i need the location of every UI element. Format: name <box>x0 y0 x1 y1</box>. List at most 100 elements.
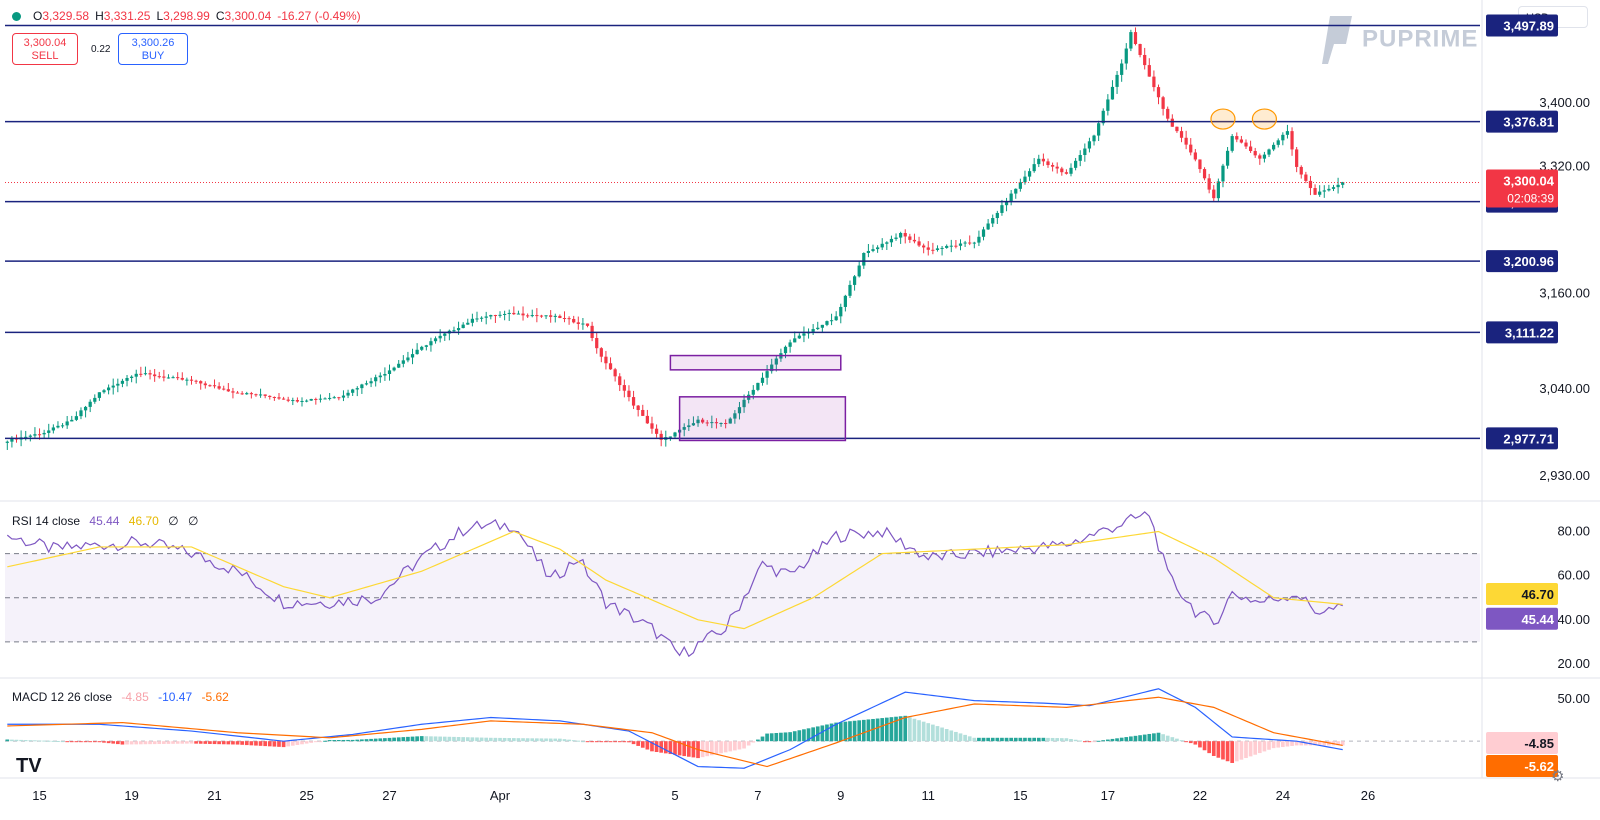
candle-body <box>1041 158 1045 162</box>
current-price-box <box>1486 169 1558 208</box>
macd-histogram-bar <box>493 737 498 742</box>
candle-body <box>1037 158 1041 165</box>
macd-histogram-bar <box>373 738 378 742</box>
candle-body <box>277 397 281 399</box>
candle-body <box>820 324 824 328</box>
candle-body <box>1101 110 1105 124</box>
macd-histogram-bar <box>539 738 544 742</box>
macd-histogram-bar <box>1230 741 1235 763</box>
macd-histogram-bar <box>456 737 461 742</box>
macd-histogram-bar <box>861 719 866 742</box>
candle-body <box>305 400 309 402</box>
buy-button[interactable]: 3,300.26 BUY <box>118 33 188 65</box>
candle-body <box>1331 187 1336 189</box>
level-label: 3,200.96 <box>1503 254 1554 269</box>
macd-histogram-bar <box>1032 737 1037 742</box>
macd-histogram-bar <box>465 737 470 742</box>
candle-body <box>641 409 645 416</box>
candle-body <box>217 386 221 389</box>
candle-body <box>1097 123 1101 136</box>
macd-histogram-bar <box>567 739 571 742</box>
macd-histogram-bar <box>875 718 880 742</box>
macd-histogram-bar <box>1046 737 1050 742</box>
macd-histogram-bar <box>880 718 885 742</box>
macd-histogram-bar <box>940 727 944 742</box>
settings-gear-icon[interactable]: ⚙ <box>1551 768 1565 785</box>
macd-histogram-bar <box>659 741 664 753</box>
candle-body <box>793 338 797 343</box>
supply-zone-rect <box>669 354 842 371</box>
candle-body <box>1281 134 1285 141</box>
candle-body <box>1166 108 1170 119</box>
macd-histogram-bar <box>1280 741 1285 748</box>
macd-histogram-bar <box>28 740 33 742</box>
candle-body <box>1138 44 1142 55</box>
macd-histogram-bar <box>244 741 249 746</box>
level-label: 3,497.89 <box>1503 18 1554 33</box>
macd-histogram-bar <box>120 741 125 745</box>
macd-histogram-bar <box>290 741 295 746</box>
candle-body <box>968 242 972 244</box>
macd-histogram-bar <box>958 733 963 742</box>
macd-histogram-bar <box>1009 737 1013 742</box>
candle-body <box>986 223 990 230</box>
candle-body <box>995 212 999 219</box>
macd-histogram-bar <box>673 741 677 755</box>
macd-histogram-bar <box>139 741 143 745</box>
macd-histogram-bar <box>1069 738 1073 742</box>
candle-body <box>281 398 286 400</box>
rsi-value-tag <box>1486 607 1558 630</box>
macd-histogram-bar <box>1267 741 1271 750</box>
macd-histogram-bar <box>553 738 558 742</box>
macd-histogram-bar <box>1221 741 1225 760</box>
macd-histogram-bar <box>83 741 88 743</box>
candle-body <box>945 245 949 248</box>
candle-body <box>369 381 373 384</box>
macd-histogram-bar <box>686 741 691 757</box>
macd-histogram-bar <box>1041 737 1046 742</box>
candle-body <box>1221 165 1225 182</box>
candle-body <box>1179 131 1184 138</box>
macd-histogram-bar <box>705 741 710 757</box>
macd-histogram-bar <box>645 741 650 750</box>
macd-histogram-bar <box>295 741 300 745</box>
macd-histogram-bar <box>820 725 825 742</box>
macd-histogram-bar <box>79 741 83 743</box>
candle-body <box>268 395 272 397</box>
candle-body <box>834 316 838 321</box>
candle-body <box>899 232 903 238</box>
macd-histogram-bar <box>581 741 585 743</box>
macd-histogram-bar <box>1152 733 1156 742</box>
candle-body <box>608 363 613 370</box>
sell-button[interactable]: 3,300.04 SELL <box>12 33 78 65</box>
candle-body <box>1147 65 1151 77</box>
tradingview-logo: TV <box>16 755 42 777</box>
candle-body <box>650 423 654 429</box>
macd-histogram-bar <box>152 741 157 745</box>
candle-body <box>93 397 97 402</box>
candle-body <box>1014 188 1018 194</box>
macd-histogram-bar <box>1188 741 1193 744</box>
macd-value-tag <box>1486 755 1558 777</box>
macd-histogram-bar <box>631 741 636 745</box>
candle-body <box>816 327 820 330</box>
macd-histogram-bar <box>1119 737 1124 742</box>
macd-histogram-bar <box>10 739 14 742</box>
macd-histogram-bar <box>1023 737 1027 742</box>
macd-histogram-bar <box>1055 738 1060 742</box>
candle-body <box>862 253 866 266</box>
candle-body <box>507 312 511 314</box>
macd-histogram-bar <box>668 741 673 755</box>
macd-histogram-bar <box>590 741 594 743</box>
macd-histogram-bar <box>1340 741 1345 746</box>
candle-body <box>1175 126 1179 132</box>
macd-histogram-bar <box>848 721 852 742</box>
candle-body <box>415 349 419 355</box>
macd-histogram-bar <box>871 718 875 742</box>
rsi-ma-line <box>7 530 1343 630</box>
candle-body <box>535 315 539 317</box>
macd-histogram-bar <box>272 741 277 747</box>
candle-body <box>88 401 92 407</box>
candle-body <box>1207 178 1211 190</box>
